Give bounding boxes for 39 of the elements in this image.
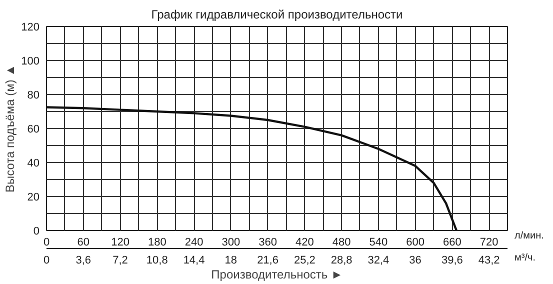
x2-tick-label: 7,2 [112, 254, 128, 266]
x2-tick-label: 39,6 [441, 254, 463, 266]
x2-tick-label: 43,2 [478, 254, 500, 266]
x2-tick-label: 3,6 [76, 254, 92, 266]
x-tick-label: 180 [148, 236, 166, 248]
text: л/мин. [514, 230, 544, 242]
y-tick-label: 60 [27, 124, 40, 136]
x2-tick-label: 32,4 [368, 254, 390, 266]
x-tick-label: 360 [258, 236, 277, 248]
chart-title: График гидравлической производительности [151, 8, 403, 22]
x-tick-label: 420 [295, 236, 314, 248]
x-tick-label: 540 [369, 236, 388, 248]
x-tick-label: 300 [222, 236, 240, 248]
x-tick-label: 480 [332, 236, 351, 248]
x-tick-label: 120 [111, 236, 130, 248]
y-tick-label: 80 [27, 90, 40, 102]
x2-tick-label: 0 [43, 254, 50, 266]
x2-tick-label: 18 [224, 254, 238, 266]
x-axis-title: Производительность ► [211, 268, 343, 282]
x2-tick-label: 21,6 [257, 254, 278, 266]
x2-tick-label: 36 [409, 254, 422, 266]
y-tick-label: 100 [21, 56, 40, 68]
line-series [46, 106, 458, 230]
y-tick-label: 120 [21, 22, 40, 34]
x2-tick-label: 28,8 [330, 254, 352, 266]
y-tick-label: 40 [27, 158, 40, 170]
x2-tick-label: 14,4 [183, 254, 205, 266]
x-tick-label: 60 [77, 236, 90, 248]
x-tick-label: 0 [43, 236, 50, 248]
y-tick-label: 20 [27, 192, 40, 204]
y-tick-label: 0 [33, 226, 40, 238]
x-tick-label: 720 [480, 236, 498, 248]
y-axis-title: Высота подъёма (м) ▲ [3, 64, 18, 193]
x2-tick-label: 25,2 [294, 254, 316, 266]
x2-tick-label: 10,8 [146, 254, 168, 266]
x-tick-label: 660 [443, 236, 462, 248]
text: м³/ч. [514, 252, 536, 264]
x-tick-label: 600 [406, 236, 424, 248]
x-tick-label: 240 [184, 236, 204, 248]
